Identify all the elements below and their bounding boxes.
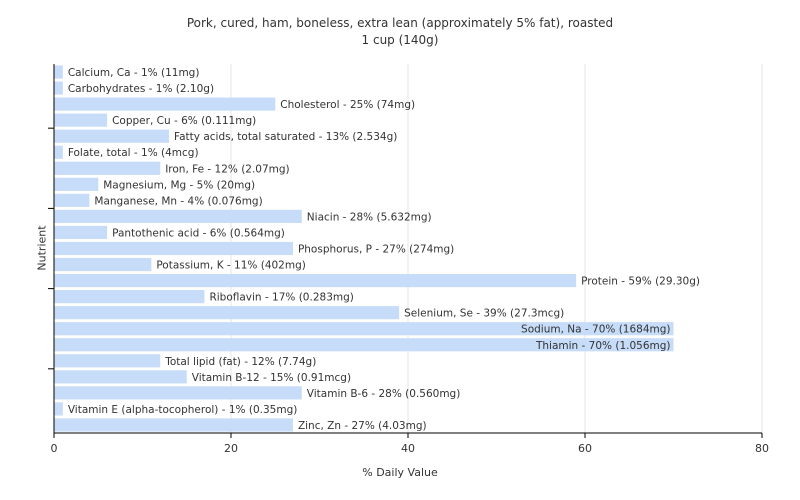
bar-label: Sodium, Na - 70% (1684mg) [521, 324, 670, 336]
bar-label: Calcium, Ca - 1% (11mg) [68, 67, 200, 79]
bar-label: Carbohydrates - 1% (2.10g) [68, 83, 214, 95]
x-tick-label: 40 [401, 442, 415, 455]
bar [54, 129, 170, 143]
bar-label: Phosphorus, P - 27% (274mg) [298, 244, 454, 256]
bar-label: Cholesterol - 25% (74mg) [280, 99, 415, 111]
bar [54, 161, 161, 175]
bar-label: Manganese, Mn - 4% (0.076mg) [94, 195, 262, 207]
bar [54, 193, 90, 207]
bar-label: Riboflavin - 17% (0.283mg) [209, 292, 353, 304]
bar-label: Magnesium, Mg - 5% (20mg) [103, 179, 255, 191]
bar [54, 81, 63, 95]
bar [54, 177, 99, 191]
bar [54, 274, 577, 288]
bar [54, 209, 302, 223]
x-tick-label: 80 [755, 442, 769, 455]
bar [54, 402, 63, 416]
bar-label: Protein - 59% (29.30g) [581, 276, 700, 288]
chart-subtitle: 1 cup (140g) [361, 33, 439, 47]
bar-label: Pantothenic acid - 6% (0.564mg) [112, 227, 285, 239]
bar [54, 145, 63, 159]
bar-label: Potassium, K - 11% (402mg) [156, 260, 306, 272]
bar [54, 241, 293, 256]
bar-label: Vitamin B-12 - 15% (0.91mcg) [192, 372, 351, 384]
bar [54, 386, 302, 400]
bar-label: Copper, Cu - 6% (0.111mg) [112, 115, 256, 127]
bar [54, 338, 674, 352]
bar-label: Folate, total - 1% (4mcg) [68, 147, 199, 159]
bar [54, 370, 187, 384]
bar-label: Vitamin E (alpha-tocopherol) - 1% (0.35m… [68, 404, 298, 416]
y-axis-label: Nutrient [35, 225, 49, 271]
bar [54, 65, 63, 79]
bar-label: Vitamin B-6 - 28% (0.560mg) [307, 388, 461, 400]
bar [54, 97, 276, 111]
bar [54, 225, 108, 240]
x-axis-label: % Daily Value [362, 466, 438, 479]
bar-label: Niacin - 28% (5.632mg) [307, 211, 432, 223]
x-tick-label: 0 [51, 442, 58, 455]
chart-title: Pork, cured, ham, boneless, extra lean (… [186, 16, 614, 30]
bar [54, 418, 293, 432]
bar-label: Thiamin - 70% (1.056mg) [535, 340, 671, 352]
bar [54, 113, 108, 127]
bar-label: Fatty acids, total saturated - 13% (2.53… [174, 131, 397, 143]
bar-label: Total lipid (fat) - 12% (7.74g) [164, 356, 316, 368]
bar-label: Iron, Fe - 12% (2.07mg) [165, 163, 289, 175]
bar [54, 322, 674, 336]
x-tick-label: 60 [578, 442, 592, 455]
x-tick-label: 20 [224, 442, 238, 455]
bar [54, 306, 400, 320]
bar [54, 290, 205, 304]
bar [54, 257, 152, 272]
bar [54, 354, 161, 368]
bar-label: Selenium, Se - 39% (27.3mcg) [404, 308, 564, 320]
bar-label: Zinc, Zn - 27% (4.03mg) [298, 420, 427, 432]
